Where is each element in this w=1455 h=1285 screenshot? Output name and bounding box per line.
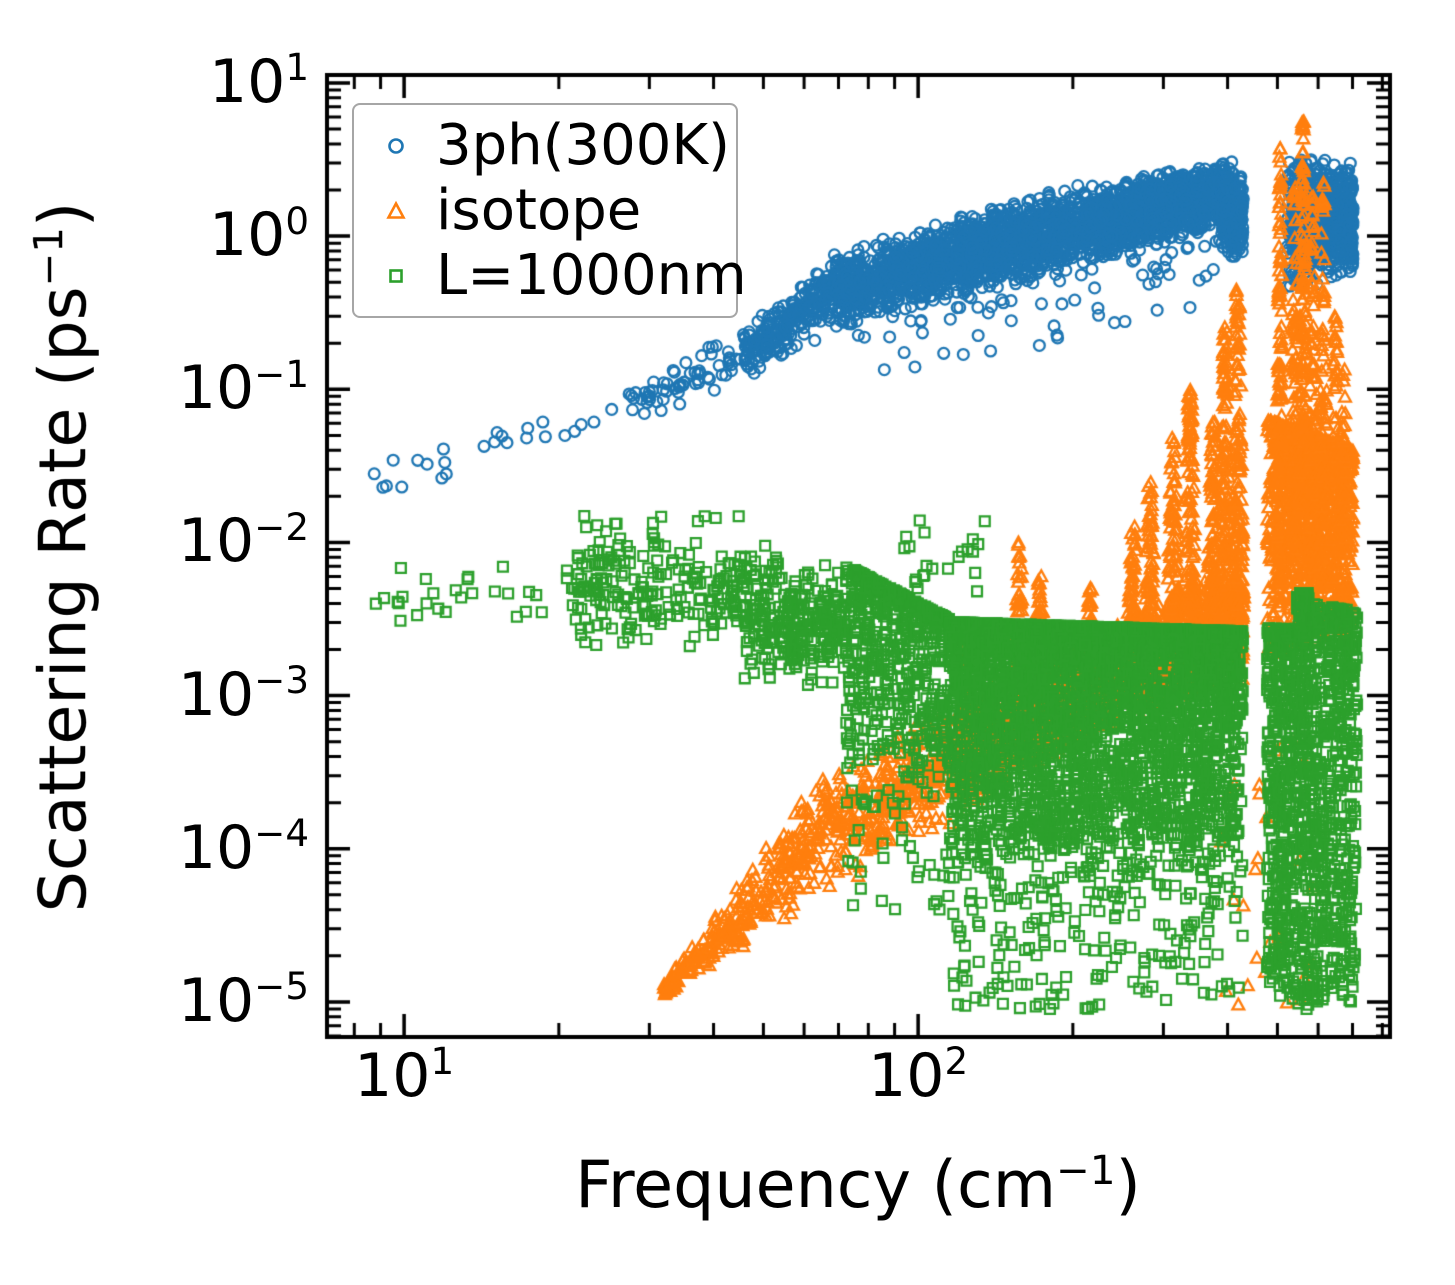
y-tick-label: 10−5 (177, 964, 309, 1036)
legend-item-L1000nm: L=1000nm (380, 247, 747, 304)
x-axis-title-exponent: −1 (1056, 1146, 1116, 1194)
legend-item-3ph: 3ph(300K) (380, 112, 730, 178)
x-axis-title-text: Frequency (cm (575, 1148, 1057, 1223)
x-tick-label: 101 (354, 1039, 455, 1111)
y-axis-title-exponent: −1 (24, 227, 72, 287)
triangle-marker-icon (380, 195, 412, 227)
y-tick-label: 10−3 (177, 657, 309, 730)
legend-item-isotope: isotope (380, 177, 730, 243)
legend-label-isotope: isotope (436, 177, 642, 243)
y-tick-label: 10−4 (177, 811, 309, 883)
y-axis-title: Scattering Rate (ps−1) (24, 201, 102, 913)
legend: 3ph(300K) isotope L=1000nm (352, 103, 747, 318)
y-tick-label: 10−2 (177, 504, 309, 577)
y-axis-title-suffix: ) (26, 201, 102, 228)
y-tick-label: 100 (208, 198, 309, 270)
y-tick-label: 101 (208, 45, 309, 117)
x-tick-label: 102 (868, 1039, 969, 1111)
legend-label-3ph: 3ph(300K) (436, 112, 730, 178)
y-axis-title-text: Scattering Rate (ps (26, 286, 102, 913)
circle-marker-icon (380, 130, 412, 162)
y-tick-label: 10−1 (177, 351, 309, 424)
x-axis-title-suffix: ) (1115, 1148, 1141, 1223)
square-marker-icon (380, 260, 412, 292)
x-axis-title: Frequency (cm−1) (575, 1146, 1141, 1223)
legend-label-L1000nm: L=1000nm (436, 242, 747, 308)
